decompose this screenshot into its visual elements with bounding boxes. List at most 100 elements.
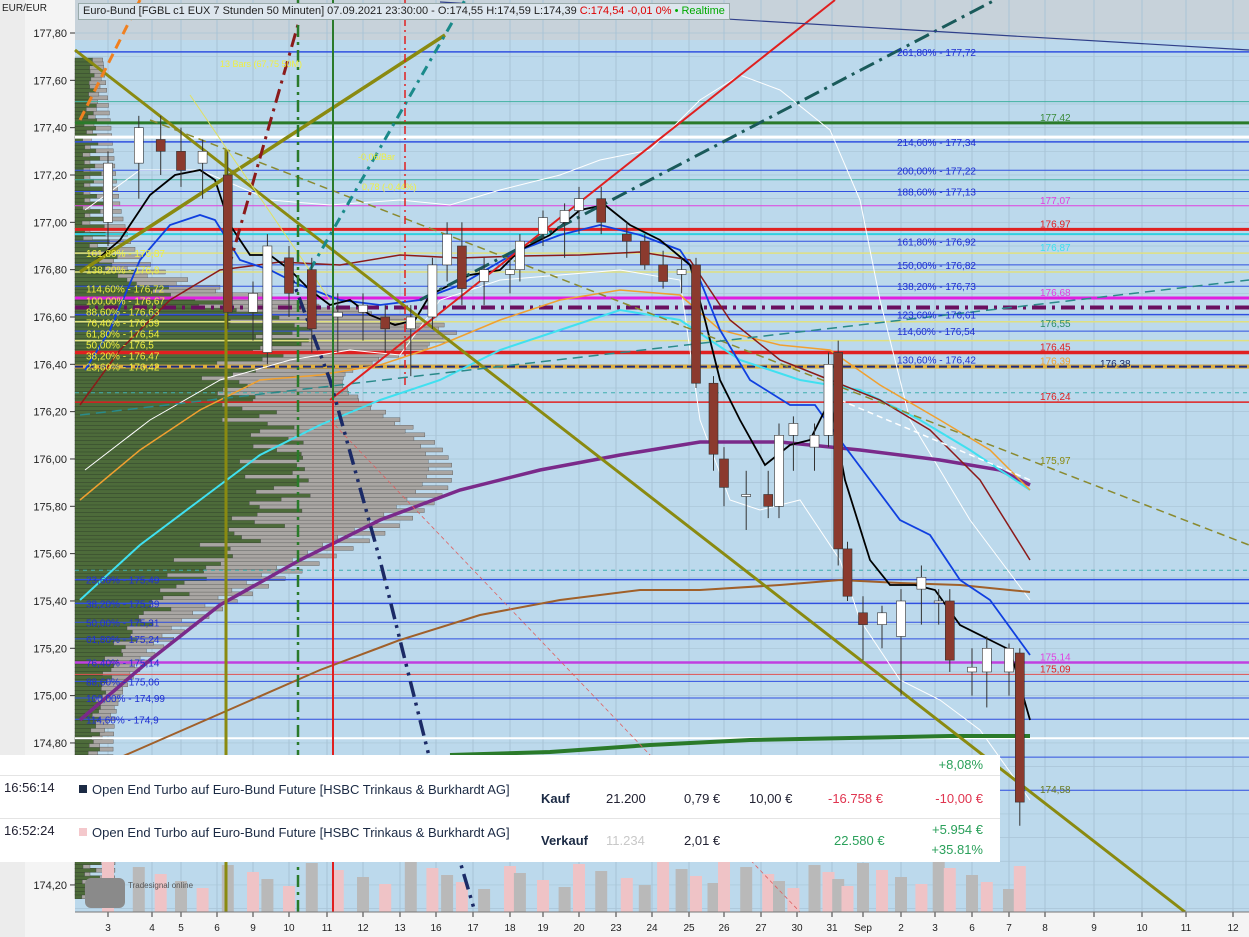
- trade-row[interactable]: 16:56:14 Open End Turbo auf Euro-Bund Fu…: [0, 775, 1000, 820]
- candle-body: [197, 151, 208, 164]
- price-level-label: 175,09: [1040, 664, 1071, 675]
- price-level-label: 177,42: [1040, 113, 1071, 124]
- x-axis-label: 3: [105, 923, 111, 934]
- volume-profile-bar: [74, 500, 250, 506]
- price-level-label: 176,87: [1040, 243, 1071, 254]
- candle-body: [858, 612, 868, 625]
- volume-profile-bar: [241, 406, 371, 411]
- volume-bar: [943, 868, 956, 912]
- volume-bar: [132, 867, 145, 912]
- candle: [332, 293, 343, 353]
- volume-bar: [305, 863, 318, 912]
- candle: [981, 636, 992, 708]
- candle: [442, 222, 452, 282]
- fib-level-label: 100,00% - 176,67: [86, 296, 165, 307]
- x-axis-label: 20: [573, 923, 585, 934]
- volume-profile-bar: [74, 515, 233, 521]
- volume-profile-bar: [74, 886, 85, 892]
- volume-profile-bar: [86, 129, 93, 135]
- candle-body: [405, 316, 416, 330]
- volume-bar: [1003, 889, 1015, 912]
- volume-profile-bar: [244, 474, 427, 479]
- x-axis-label: 9: [1091, 923, 1097, 934]
- volume-profile-bar: [259, 504, 397, 509]
- price-level-label: 176,24: [1040, 392, 1071, 403]
- volume-profile-bar: [250, 432, 426, 438]
- trade-fee: 10,00 €: [749, 791, 793, 806]
- volume-profile-bar: [74, 466, 305, 472]
- moving-average-sienna: [79, 578, 1031, 776]
- volume-profile-bar: [74, 459, 240, 464]
- candle: [596, 186, 607, 235]
- volume-bar: [718, 860, 730, 912]
- volume-profile-bar: [74, 72, 95, 78]
- trade-marker-icon: [79, 785, 87, 793]
- volume-profile-bar: [308, 478, 452, 483]
- volume-bar: [841, 886, 854, 912]
- volume-profile-bar: [267, 421, 395, 426]
- volume-profile-bar: [74, 156, 101, 161]
- candle-body: [774, 435, 784, 507]
- volume-profile-bar: [74, 743, 90, 748]
- volume-profile-bar: [228, 527, 355, 532]
- volume-profile-bar: [254, 519, 370, 525]
- volume-bar: [504, 866, 516, 912]
- candle-body: [358, 304, 368, 313]
- volume-profile-bar: [84, 160, 91, 165]
- volume-profile-bar: [117, 254, 142, 260]
- x-axis-label: 31: [826, 923, 838, 934]
- volume-profile-bar: [74, 148, 97, 154]
- volume-bar: [980, 882, 993, 912]
- volume-bar: [558, 887, 571, 912]
- volume-profile-bar: [74, 175, 85, 180]
- volume-bar: [675, 869, 688, 912]
- volume-profile-bar: [232, 553, 337, 559]
- volume-profile-bar: [74, 894, 83, 899]
- trade-qty: 11.234: [606, 833, 645, 848]
- volume-profile-bar: [74, 235, 84, 241]
- x-axis-label: 30: [791, 923, 803, 934]
- candle: [877, 605, 887, 649]
- candle-body: [515, 240, 525, 270]
- volume-profile-bar: [92, 57, 103, 63]
- volume-profile-bar: [74, 91, 89, 97]
- volume-bar: [379, 884, 392, 912]
- price-level-label: 176,45: [1040, 342, 1071, 353]
- volume-profile-bar: [74, 421, 268, 426]
- candle: [197, 139, 208, 199]
- volume-profile-bar: [74, 731, 101, 737]
- moving-average-purple: [78, 440, 1031, 722]
- candle-body: [248, 293, 258, 313]
- y-axis-label: 177,80: [33, 28, 67, 40]
- range-annotation: 0,78 (-0,44%): [362, 182, 417, 192]
- volume-bar: [573, 864, 585, 912]
- volume-profile-bar: [93, 110, 110, 116]
- volume-profile-bar: [74, 587, 161, 593]
- candle: [916, 565, 927, 625]
- volume-profile-bar: [74, 553, 233, 559]
- volume-profile-bar: [297, 481, 423, 487]
- volume-profile-bar: [82, 864, 91, 869]
- candle: [774, 423, 784, 519]
- x-axis-label: 6: [214, 923, 220, 934]
- candle-body: [833, 352, 844, 550]
- candle-body: [596, 198, 607, 223]
- trade-row[interactable]: 16:52:24 Open End Turbo auf Euro-Bund Fu…: [0, 818, 1000, 863]
- fib-level-label: 114,60% - 174,9: [86, 715, 159, 726]
- volume-profile-bar: [74, 489, 257, 494]
- candle-body: [262, 245, 273, 353]
- candle-body: [842, 548, 853, 597]
- x-axis-label: 27: [755, 923, 767, 934]
- volume-profile-bar: [222, 417, 401, 422]
- white-dashed-line: [839, 399, 1031, 481]
- candle: [639, 234, 650, 270]
- volume-bar: [1013, 866, 1026, 912]
- volume-profile-bar: [74, 209, 101, 214]
- volume-bar: [762, 874, 775, 912]
- trade-instrument[interactable]: Open End Turbo auf Euro-Bund Future [HSB…: [92, 825, 510, 840]
- trade-instrument[interactable]: Open End Turbo auf Euro-Bund Future [HSB…: [92, 782, 510, 797]
- y-axis-label: 176,20: [33, 407, 67, 419]
- volume-profile-bar: [280, 497, 408, 502]
- x-axis-label: 13: [394, 923, 406, 934]
- candle-body: [676, 269, 687, 275]
